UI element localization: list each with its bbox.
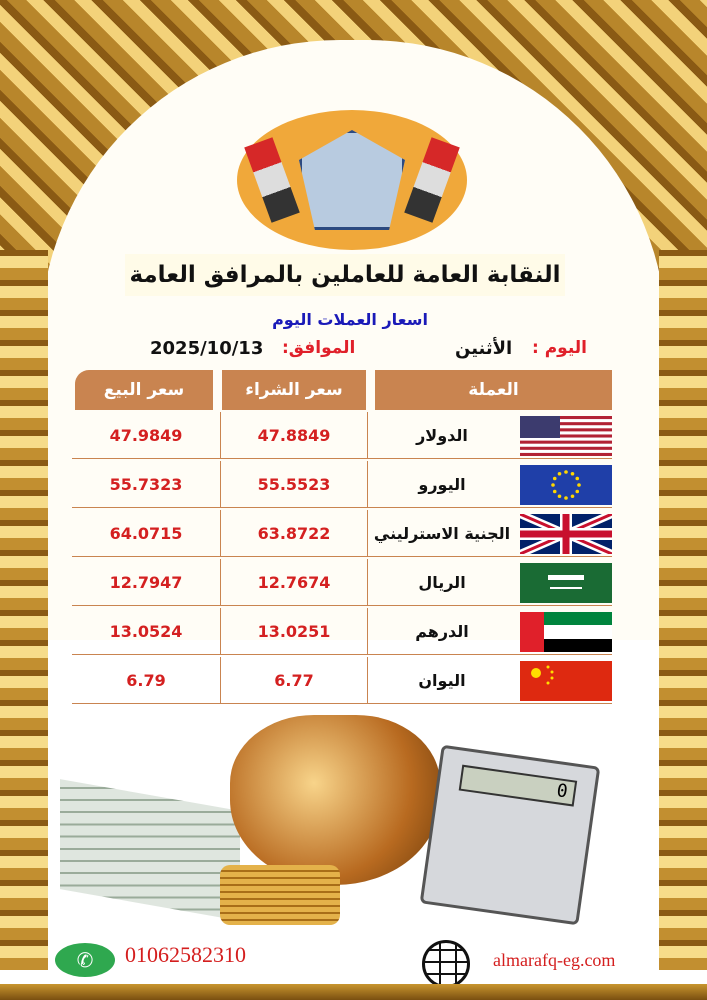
buy-price: 13.0251 [220, 608, 368, 655]
whatsapp-icon: ✆ [55, 943, 115, 977]
table-row: 13.0524 13.0251 الدرهم [72, 608, 612, 655]
day-label: اليوم : [532, 338, 587, 358]
date-value: 2025/10/13 [150, 338, 264, 359]
sell-price: 64.0715 [109, 524, 183, 543]
frame-bottom [0, 984, 707, 1000]
currency-name: الريال [418, 573, 466, 592]
buy-price: 6.77 [220, 657, 368, 704]
buy-price: 47.8849 [220, 412, 368, 459]
sell-price: 13.0524 [109, 622, 183, 641]
day-value: الأثنين [455, 338, 513, 359]
gold-pot-image [230, 715, 440, 885]
buy-price: 55.5523 [220, 461, 368, 508]
sell-price: 55.7323 [109, 475, 183, 494]
currency-name: الدولار [416, 426, 468, 445]
phone-number: 01062582310 [125, 942, 246, 967]
china-flag-icon [520, 661, 612, 701]
currency-name: الدرهم [415, 622, 469, 641]
egypt-flag-ribbon-right [404, 137, 460, 223]
table-row: 12.7947 12.7674 الريال [72, 559, 612, 606]
table-row: 55.7323 55.5523 اليورو [72, 461, 612, 508]
egypt-flag-ribbon-left [244, 137, 300, 223]
right-pillar [659, 250, 707, 970]
website-link[interactable]: almarafq-eg.com [493, 950, 616, 970]
globe-icon [422, 940, 470, 988]
column-header-currency: العملة [375, 370, 612, 410]
uk-flag-icon [518, 510, 614, 558]
saudi-flag-icon [520, 563, 612, 603]
currency-name: اليوان [418, 671, 466, 690]
date-label: الموافق: [282, 338, 356, 358]
sell-price: 6.79 [126, 671, 166, 690]
calculator-display: 0 [458, 764, 578, 807]
logo-shield-emblem [299, 130, 405, 230]
currency-name: اليورو [418, 475, 466, 494]
page-subtitle: اسعار العملات اليوم [272, 310, 428, 329]
eu-flag-icon [520, 465, 612, 505]
buy-price: 63.8722 [220, 510, 368, 557]
union-logo [237, 110, 467, 250]
money-illustration: 0 [60, 715, 620, 935]
table-row: 47.9849 47.8849 الدولار [72, 412, 612, 459]
table-row: 64.0715 63.8722 الجنية الاسترليني [72, 510, 614, 558]
column-header-buy: سعر الشراء [222, 370, 366, 410]
usa-flag-icon [520, 416, 612, 456]
sell-price: 12.7947 [109, 573, 183, 592]
table-row: 6.79 6.77 اليوان [72, 657, 612, 704]
sell-price: 47.9849 [109, 426, 183, 445]
column-header-sell: سعر البيع [75, 370, 213, 410]
uae-flag-icon [520, 612, 612, 652]
org-title: النقابة العامة للعاملين بالمرافق العامة [125, 254, 565, 296]
coin-stacks-image [220, 865, 340, 925]
buy-price: 12.7674 [220, 559, 368, 606]
left-pillar [0, 250, 48, 970]
currency-name: الجنية الاسترليني [373, 524, 511, 543]
calculator-image: 0 [419, 744, 601, 926]
cash-stack-image [60, 779, 240, 921]
